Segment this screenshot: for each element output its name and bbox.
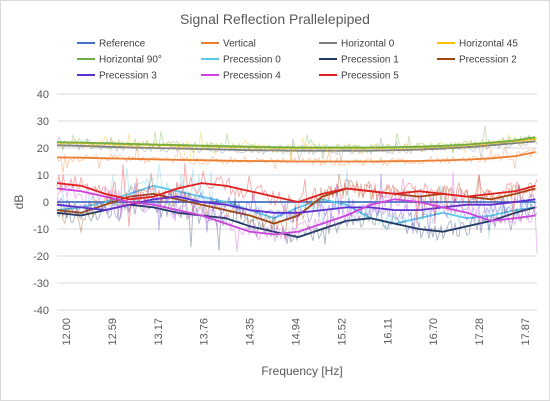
- legend-label: Precession 4: [223, 71, 281, 82]
- legend-label: Horizontal 90°: [99, 55, 162, 66]
- legend-label: Vertical: [223, 39, 256, 50]
- x-tick-label: 12.59: [107, 318, 119, 346]
- y-tick-label: -40: [33, 305, 49, 317]
- x-tick-label: 13.17: [153, 318, 165, 346]
- legend-label: Horizontal 0: [341, 39, 395, 50]
- legend-item: Precession 1: [319, 55, 399, 66]
- legend-item: Horizontal 45: [437, 39, 518, 50]
- legend-item: Horizontal 0: [319, 39, 395, 50]
- series-line: [56, 182, 536, 203]
- y-axis-ticks: 40 30 20 10 0 -10 -20 -30 -40: [33, 89, 49, 317]
- series-vertical: [56, 142, 538, 174]
- legend-label: Reference: [99, 39, 146, 50]
- series-noise-trace: [56, 131, 538, 162]
- x-tick-label: 12.00: [61, 318, 73, 346]
- legend-item: Precession 0: [201, 55, 281, 66]
- series-precession-4: [56, 171, 538, 254]
- series-noise-trace: [56, 171, 538, 254]
- series-line: [56, 136, 536, 149]
- x-axis-title: Frequency [Hz]: [261, 364, 342, 378]
- series-lines: [56, 126, 538, 254]
- legend-item: Vertical: [201, 39, 256, 50]
- legend-label: Precession 5: [341, 71, 399, 82]
- series-precession-1: [56, 195, 538, 251]
- legend-item: Reference: [77, 39, 146, 50]
- x-tick-label: 16.11: [382, 318, 394, 345]
- legend-label: Precession 1: [341, 55, 399, 66]
- legend-item: Horizontal 90°: [77, 55, 162, 66]
- legend-label: Precession 0: [223, 55, 281, 66]
- x-tick-label: 15.52: [336, 318, 348, 346]
- x-tick-label: 17.87: [520, 318, 532, 346]
- x-tick-label: 14.94: [291, 318, 303, 346]
- series-precession-5: [56, 162, 538, 229]
- y-tick-label: 10: [37, 170, 49, 182]
- y-tick-label: -10: [33, 224, 49, 236]
- y-tick-label: -20: [33, 251, 49, 263]
- series-noise-trace: [56, 164, 538, 240]
- x-tick-label: 17.28: [474, 318, 486, 346]
- x-tick-label: 14.35: [245, 318, 257, 346]
- legend-label: Precession 2: [459, 55, 517, 66]
- series-line: [56, 151, 536, 163]
- series-noise-trace: [56, 173, 538, 235]
- y-tick-label: 0: [43, 197, 49, 209]
- series-line: [56, 184, 536, 225]
- series-horizontal-90-: [56, 126, 538, 160]
- legend-label: Precession 3: [99, 71, 157, 82]
- series-line: [56, 203, 536, 238]
- chart-title: Signal Reflection Prallelepiped: [180, 11, 370, 27]
- legend-item: Precession 2: [437, 55, 517, 66]
- series-noise-trace: [56, 195, 538, 251]
- legend-item: Precession 4: [201, 71, 281, 82]
- legend: Reference Vertical Horizontal 0 Horizontal …: [77, 39, 518, 82]
- y-tick-label: 30: [37, 116, 49, 128]
- y-tick-label: 20: [37, 143, 49, 155]
- series-line: [56, 187, 536, 236]
- legend-item: Precession 3: [77, 71, 157, 82]
- y-tick-label: -30: [33, 278, 49, 290]
- x-tick-label: 16.70: [428, 318, 440, 346]
- legend-item: Precession 5: [319, 71, 399, 82]
- y-tick-label: 40: [37, 89, 49, 101]
- x-axis-ticks: 12.00 12.59 13.17 13.76 14.35 14.94 15.52 16.11…: [61, 318, 532, 346]
- series-precession-0: [56, 164, 538, 240]
- series-noise-trace: [56, 172, 538, 239]
- series-noise-trace: [56, 126, 538, 160]
- series-line: [56, 140, 536, 152]
- x-tick-label: 13.76: [199, 318, 211, 346]
- legend-label: Horizontal 45: [459, 39, 518, 50]
- y-axis-title: dB: [12, 195, 26, 210]
- series-noise-trace: [56, 162, 538, 229]
